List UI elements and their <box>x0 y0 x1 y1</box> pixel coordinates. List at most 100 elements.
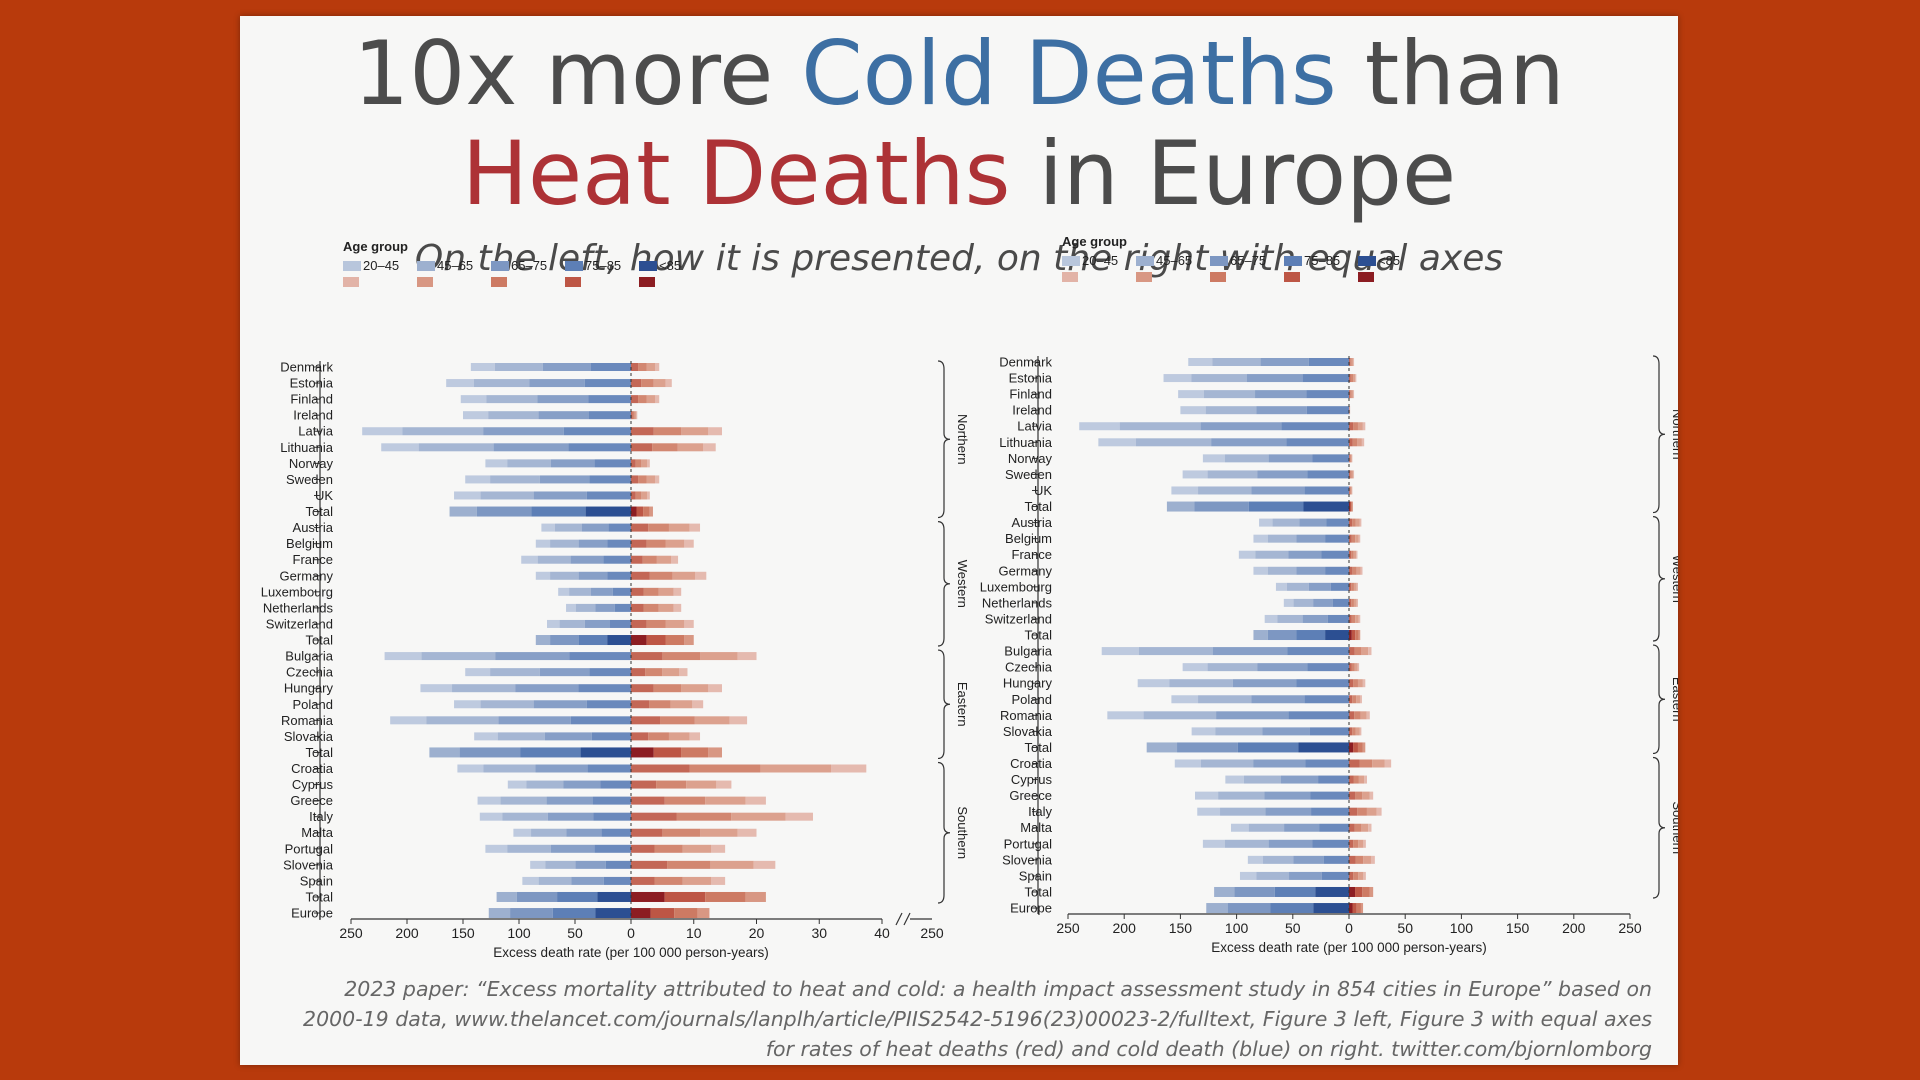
heat-bar-segment <box>1349 566 1353 575</box>
cold-bar-segment <box>1246 374 1303 383</box>
cold-bar-segment <box>1319 823 1349 832</box>
country-label: Romania <box>1000 708 1053 723</box>
cold-bar-segment <box>1299 518 1327 527</box>
heat-bar-segment <box>632 411 635 420</box>
cold-bar-segment <box>592 796 631 805</box>
cold-bar-segment <box>1251 486 1305 495</box>
heat-bar-segment <box>1349 374 1351 383</box>
cold-bar-segment <box>384 652 422 661</box>
heat-bar-segment <box>1358 775 1365 784</box>
cold-bar-segment <box>1237 742 1299 753</box>
heat-bar-segment <box>1349 775 1354 784</box>
country-label: Romania <box>281 713 334 728</box>
heat-bar-segment <box>662 828 701 837</box>
country-label: Netherlands <box>982 595 1053 610</box>
cold-bar-segment <box>1107 711 1144 720</box>
region-label: Northern <box>1670 409 1678 460</box>
heat-bar-segment <box>631 684 654 693</box>
heat-bar-segment <box>1349 695 1353 704</box>
cold-bar-segment <box>546 796 593 805</box>
cold-bar-segment <box>1203 390 1256 399</box>
cold-bar-segment <box>1260 358 1309 366</box>
cold-bar-segment <box>1309 727 1349 736</box>
heat-bar-segment <box>631 796 665 805</box>
cold-bar-segment <box>1143 711 1217 720</box>
heat-bar-segment <box>643 603 659 612</box>
heat-bar-segment <box>649 506 653 517</box>
cold-bar-segment <box>502 812 548 821</box>
cold-bar-segment <box>521 555 538 564</box>
heat-bar-segment <box>1351 534 1356 543</box>
country-label: Bulgaria <box>1004 644 1052 659</box>
cold-bar-segment <box>571 876 604 885</box>
cold-bar-segment <box>1180 406 1206 415</box>
cold-bar-segment <box>483 427 564 436</box>
country-label: Czechia <box>286 665 334 680</box>
cold-bar-segment <box>402 427 484 436</box>
heat-bar-segment <box>670 700 693 709</box>
heat-bar-segment <box>1358 614 1361 623</box>
heat-bar-segment <box>655 395 660 404</box>
heat-bar-segment <box>646 363 656 371</box>
heat-bar-segment <box>1349 679 1354 688</box>
heat-bar-segment <box>631 411 633 420</box>
cold-bar-segment <box>535 571 551 580</box>
cold-bar-segment <box>1230 823 1249 832</box>
cold-bar-segment <box>1313 903 1349 914</box>
x-tick-label: 250 <box>339 925 363 941</box>
heat-bar-segment <box>1362 742 1366 753</box>
cold-bar-segment <box>550 539 579 548</box>
country-label: Norway <box>1008 451 1053 466</box>
cold-bar-segment <box>539 668 590 677</box>
title-heat-deaths: Heat Deaths <box>461 122 1011 225</box>
heat-bar-segment <box>679 668 688 677</box>
heat-bar-segment <box>1355 727 1360 736</box>
cold-bar-segment <box>531 506 586 517</box>
cold-bar-segment <box>1303 501 1349 512</box>
cold-bar-segment <box>568 443 631 452</box>
country-label: Denmark <box>280 360 333 375</box>
cold-bar-segment <box>1256 406 1307 415</box>
heat-bar-segment <box>631 523 649 532</box>
heat-bar-segment <box>664 891 706 902</box>
heat-bar-segment <box>1349 470 1351 479</box>
heat-bar-segment <box>681 427 709 436</box>
heat-bar-segment <box>1366 807 1377 816</box>
cold-bar-segment <box>530 860 546 869</box>
legend-swatch-heat <box>1284 272 1300 282</box>
cold-bar-segment <box>1079 422 1120 431</box>
heat-bar-segment <box>1359 759 1373 768</box>
cold-bar-segment <box>1263 855 1294 864</box>
heat-bar-segment <box>1362 679 1366 688</box>
x-tick-label: 200 <box>395 925 419 941</box>
cold-bar-segment <box>563 780 601 789</box>
x-axis-label: Excess death rate (per 100 000 person-ye… <box>493 945 768 960</box>
cold-bar-segment <box>558 587 570 596</box>
cold-bar-segment <box>390 716 427 725</box>
country-label: Slovakia <box>284 729 334 744</box>
heat-bar-segment <box>1349 663 1352 672</box>
heat-bar-segment <box>1355 534 1359 543</box>
heat-bar-segment <box>737 828 757 837</box>
heat-bar-segment <box>1372 759 1385 768</box>
cold-bar-segment <box>595 603 615 612</box>
x-tick-label: 100 <box>1450 920 1474 936</box>
heat-bar-segment <box>638 395 647 404</box>
cold-bar-segment <box>1253 534 1268 543</box>
cold-bar-segment <box>1325 566 1349 575</box>
heat-bar-segment <box>648 732 669 741</box>
heat-bar-segment <box>1357 663 1360 672</box>
heat-bar-segment <box>692 700 704 709</box>
country-label: Total <box>306 633 334 648</box>
cold-bar-segment <box>515 684 579 693</box>
cold-bar-segment <box>586 491 631 500</box>
cold-bar-segment <box>595 908 631 919</box>
cold-bar-segment <box>608 523 631 532</box>
cold-bar-segment <box>578 684 631 693</box>
heat-bar-segment <box>1352 695 1357 704</box>
cold-bar-segment <box>1289 871 1322 880</box>
x-tick-label: 150 <box>1506 920 1530 936</box>
cold-bar-segment <box>1270 903 1314 914</box>
x-tick-label: 200 <box>1562 920 1586 936</box>
heat-bar-segment <box>631 908 651 919</box>
